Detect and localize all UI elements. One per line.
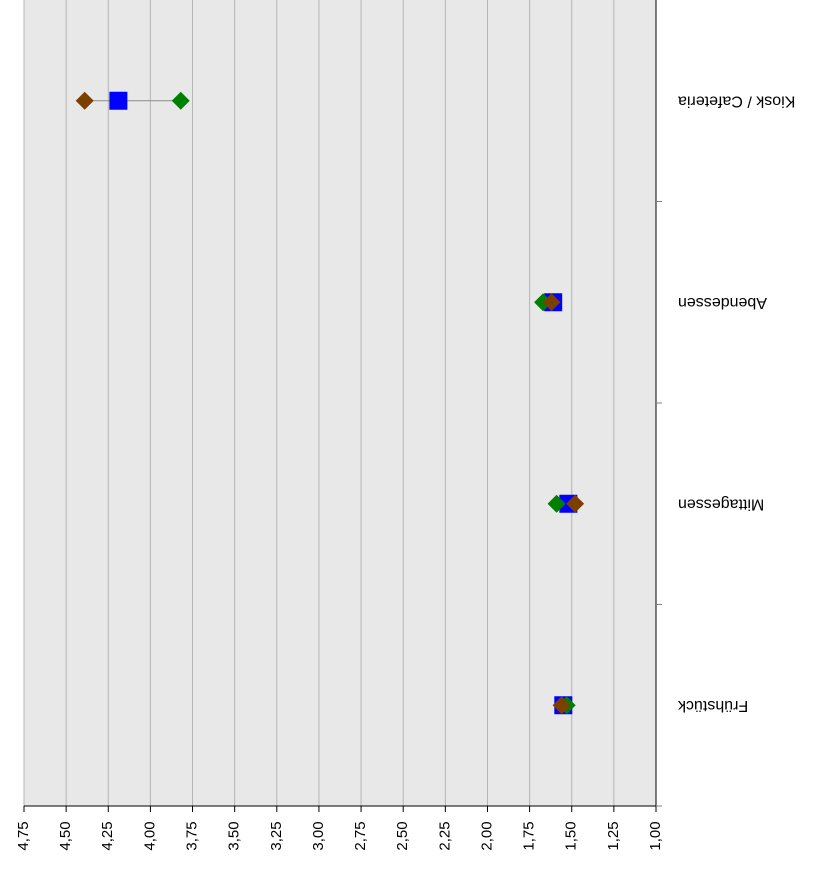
diamond-marker [171,91,190,110]
value-tick-label: 2,25 [436,821,453,850]
value-tick-label: 4,00 [141,821,158,850]
value-tick-label: 3,25 [268,821,285,850]
value-tick-label: 3,00 [310,821,327,850]
value-tick-label: 2,00 [478,821,495,850]
gridlines [23,0,615,806]
value-tick-label: 2,50 [394,821,411,850]
value-tick-label: 2,75 [352,821,369,850]
category-label: Frühstück [677,697,748,714]
diamond-marker [542,293,561,312]
category-label: Abendessen [678,294,767,311]
category-label: Kiosk / Cafeteria [678,93,795,110]
value-tick-label: 3,75 [184,821,201,850]
value-tick-label: 1,75 [521,821,538,850]
diamond-marker [552,696,571,715]
diamond-marker [75,91,94,110]
square-marker [109,91,128,110]
value-tick-label: 1,50 [563,821,580,850]
category-label: Mittagessen [678,496,764,513]
value-tick-label: 1,25 [605,821,622,850]
value-tick-label: 4,75 [15,821,32,850]
diamond-marker [566,494,585,513]
data-marks [75,91,585,715]
value-tick-label: 4,25 [99,821,116,850]
diamond-marker [547,494,566,513]
value-tick-label: 3,50 [226,821,243,850]
category-labels: Frühstück Mittagessen Abendessen Kiosk / Ca… [677,93,795,715]
axes [23,0,662,812]
value-tick-label: 4,50 [57,821,74,850]
value-tick-label: 1,00 [647,821,664,850]
plot-area [24,0,656,806]
tick-labels: 1,00 1,25 1,50 1,75 2,00 2,25 2,50 2,75 3,00 3,25… [15,821,664,850]
